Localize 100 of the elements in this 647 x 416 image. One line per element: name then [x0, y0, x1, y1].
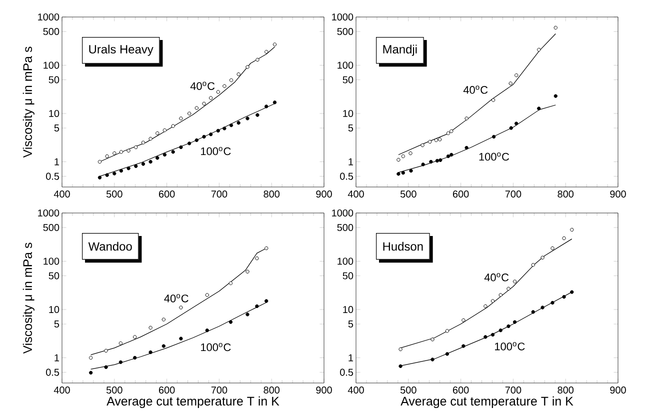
- point: [88, 370, 93, 375]
- y-tick-label: 0.5: [340, 172, 354, 180]
- y-tick-label: 100: [44, 62, 60, 69]
- point: [104, 365, 108, 369]
- point: [162, 344, 166, 348]
- x-tick-label: 700: [211, 190, 228, 198]
- x-tick-label: 500: [400, 190, 416, 198]
- x-tick-label: 500: [106, 190, 122, 198]
- point: [141, 140, 146, 144]
- y-tick-label: 1000: [38, 13, 60, 21]
- text: Hudson: [383, 242, 423, 251]
- text: Urals Heavy: [89, 44, 154, 56]
- series-label: 40$^{o}$C: [463, 86, 488, 94]
- point: [179, 306, 183, 310]
- point: [148, 160, 152, 164]
- point: [119, 168, 124, 173]
- y-tick-label: 500: [43, 224, 60, 232]
- y-tick-label: 100: [44, 258, 60, 265]
- point: [118, 341, 123, 346]
- point: [118, 360, 123, 364]
- point: [408, 151, 412, 156]
- point: [396, 172, 400, 176]
- point: [246, 312, 250, 316]
- x-tick-label: 400: [348, 190, 364, 198]
- point: [88, 356, 93, 360]
- point: [132, 335, 137, 339]
- y-tick-label: 1000: [332, 13, 354, 21]
- x-tick-label: 400: [348, 386, 364, 394]
- y-axis-title: Viscosity μ in mPa s: [22, 46, 34, 158]
- series-label: 100$^{o}$C: [479, 152, 510, 161]
- point: [216, 128, 220, 133]
- y-tick-label: 1: [54, 354, 59, 362]
- y-tick-label: 5: [54, 124, 60, 132]
- point: [264, 299, 268, 303]
- point: [255, 256, 259, 260]
- x-tick-label: 800: [264, 190, 280, 198]
- point: [228, 320, 233, 324]
- point: [462, 344, 466, 348]
- point: [205, 328, 209, 332]
- point: [229, 78, 234, 82]
- point: [537, 48, 541, 52]
- point: [409, 168, 413, 173]
- point: [126, 148, 130, 152]
- x-tick-label: 500: [106, 386, 122, 394]
- point: [506, 286, 510, 291]
- y-tick-label: 500: [43, 28, 60, 36]
- point: [119, 150, 124, 154]
- x-tick-label: 800: [558, 190, 574, 198]
- point: [540, 306, 544, 310]
- x-tick-label: 800: [264, 386, 280, 394]
- point: [246, 65, 250, 69]
- y-tick-label: 1: [348, 354, 354, 362]
- point: [105, 173, 109, 177]
- point: [554, 26, 558, 30]
- y-tick-label: 5: [348, 124, 354, 132]
- point: [550, 246, 554, 250]
- text: Mandji: [383, 44, 417, 56]
- point: [570, 290, 574, 294]
- point: [450, 152, 454, 157]
- point: [438, 158, 442, 162]
- point: [498, 328, 502, 332]
- point: [446, 154, 450, 158]
- x-tick-label: 900: [610, 386, 626, 394]
- point: [550, 300, 554, 305]
- series-label: 100$^{o}$C: [495, 342, 525, 350]
- point: [148, 350, 152, 354]
- y-tick-label: 10: [343, 110, 354, 118]
- x-tick-label: 500: [400, 386, 416, 394]
- point: [264, 50, 268, 54]
- point: [490, 299, 495, 303]
- y-tick-label: 1: [54, 158, 59, 166]
- y-tick-label: 1000: [332, 209, 354, 217]
- x-axis-title: Average cut temperature T in K: [106, 396, 280, 408]
- point: [484, 335, 488, 339]
- point: [512, 320, 517, 324]
- point: [194, 138, 199, 142]
- y-tick-label: 500: [337, 224, 354, 232]
- y-tick-label: 50: [48, 272, 60, 280]
- point: [187, 142, 192, 146]
- point: [508, 82, 512, 86]
- x-tick-label: 900: [610, 190, 626, 198]
- point: [562, 295, 566, 299]
- point: [531, 310, 535, 314]
- point: [98, 176, 102, 180]
- y-tick-label: 0.5: [46, 368, 60, 376]
- point: [401, 154, 406, 158]
- point: [264, 104, 268, 108]
- point: [246, 116, 250, 120]
- point: [228, 281, 233, 286]
- point: [187, 112, 192, 116]
- point: [484, 304, 488, 308]
- x-tick-label: 900: [316, 386, 332, 394]
- point: [401, 170, 406, 175]
- point: [540, 256, 544, 260]
- point: [229, 123, 234, 128]
- y-axis-title: Viscosity μ in mPa s: [22, 242, 34, 354]
- point: [498, 293, 502, 297]
- point: [464, 146, 468, 150]
- y-tick-label: 100: [338, 258, 354, 265]
- text: Wandoo: [88, 242, 132, 251]
